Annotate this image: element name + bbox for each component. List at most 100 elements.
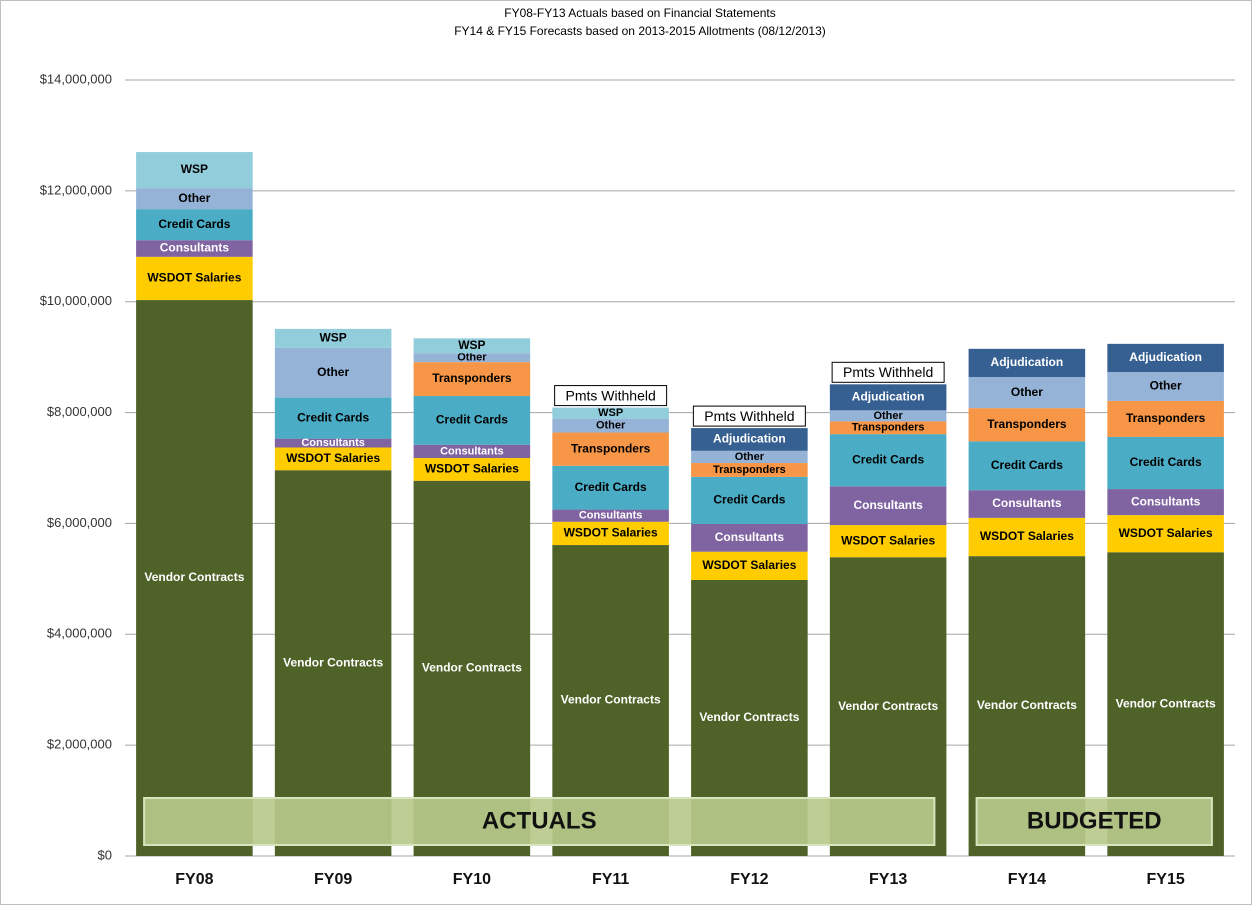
y-tick-label: $10,000,000 [40,293,112,308]
bar-segment [274,438,392,448]
bar-segment [136,209,253,241]
annotation: Pmts Withheld [566,387,656,403]
segment-label: Vendor Contracts [838,699,938,713]
segment-label: WSDOT Salaries [980,529,1074,543]
bar-segment [136,256,253,301]
bar-segment [968,517,1086,557]
bar-segment [274,347,392,398]
segment-label: Adjudication [1129,350,1202,364]
bar-segment [968,348,1086,378]
segment-label: Vendor Contracts [422,661,522,675]
segment-label: WSDOT Salaries [147,271,241,285]
bar-segment [274,447,392,471]
segment-label: Vendor Contracts [561,693,661,707]
segment-label: Vendor Contracts [1116,696,1216,710]
y-tick-label: $2,000,000 [47,737,112,752]
segment-label: Other [1011,385,1043,399]
band-label: ACTUALS [482,807,597,834]
segment-label: Credit Cards [158,217,230,231]
band-label: BUDGETED [1027,807,1162,834]
segment-label: Consultants [440,445,504,457]
bar-segment [1107,436,1224,490]
segment-label: Transponders [987,417,1067,431]
annotation-box [554,385,668,407]
bar-segment [552,418,669,433]
segment-label: Consultants [579,510,643,522]
bar-segment [413,353,531,363]
segment-label: Credit Cards [1130,455,1202,469]
annotation: Pmts Withheld [843,364,933,380]
segment-label: WSP [598,407,623,419]
bar-segment [968,490,1086,518]
bar-segment [829,421,947,435]
bar-segment [274,470,392,856]
bar-segment [829,410,947,422]
segment-label: Other [1150,379,1182,393]
x-tick-label: FY09 [314,871,352,888]
annotation-box [692,405,806,427]
x-tick-label: FY14 [1008,871,1046,888]
bar-segment [691,551,808,580]
chart-subtitle: FY14 & FY15 Forecasts based on 2013-2015… [454,24,826,38]
band-banner [143,797,936,846]
segment-label: Transponders [713,464,786,476]
y-tick-label: $0 [98,847,112,862]
bar-segment [413,458,531,481]
bar-segment [691,476,808,524]
segment-label: WSDOT Salaries [1119,526,1213,540]
x-tick-label: FY11 [592,871,629,888]
bar-segment [413,362,531,396]
bar-segment [136,152,253,189]
segment-label: Consultants [160,241,230,255]
segment-label: Consultants [1131,494,1201,508]
segment-label: WSP [181,162,208,176]
segment-label: Consultants [715,530,785,544]
bar-segment [1107,372,1224,401]
segment-label: Consultants [853,498,923,512]
segment-label: Credit Cards [852,452,924,466]
bar-segment [829,384,947,411]
segment-label: WSDOT Salaries [564,526,658,540]
segment-label: Credit Cards [575,480,647,494]
bar-segment [968,408,1086,442]
x-tick-label: FY15 [1147,871,1185,888]
annotation-box [831,361,945,383]
bar-segment [552,509,669,522]
segment-label: Credit Cards [713,493,785,507]
segment-label: WSDOT Salaries [286,451,380,465]
bar-segment [552,432,669,466]
segment-label: Consultants [992,496,1062,510]
chart-title: FY08-FY13 Actuals based on Financial Sta… [504,6,775,20]
bar-segment [691,450,808,464]
bar-segment [413,395,531,445]
segment-label: Vendor Contracts [977,698,1077,712]
segment-label: Other [317,365,349,379]
bar-segment [136,240,253,257]
bar-segment [552,407,669,419]
bar-segment [274,397,392,439]
segment-label: WSDOT Salaries [841,533,935,547]
y-tick-label: $4,000,000 [47,626,112,641]
segment-label: Other [596,420,626,432]
segment-label: WSDOT Salaries [702,558,796,572]
segment-label: Other [873,410,903,422]
annotation: Pmts Withheld [704,408,794,424]
bar-segment [829,486,947,526]
bar-segment [413,338,531,354]
bar-segment [691,428,808,451]
y-tick-label: $8,000,000 [47,404,112,419]
bar-segment [1107,489,1224,516]
segment-label: Credit Cards [297,410,369,424]
segment-label: Other [735,451,765,463]
bar-segment [552,465,669,510]
bar-segment [968,441,1086,491]
segment-label: Adjudication [991,355,1064,369]
segment-label: Vendor Contracts [699,710,799,724]
x-tick-label: FY13 [869,871,907,888]
segment-label: Vendor Contracts [283,655,383,669]
segment-label: Other [457,352,487,364]
segment-label: WSDOT Salaries [425,462,519,476]
bar-segment [1107,400,1224,437]
bar-segment [136,300,253,857]
